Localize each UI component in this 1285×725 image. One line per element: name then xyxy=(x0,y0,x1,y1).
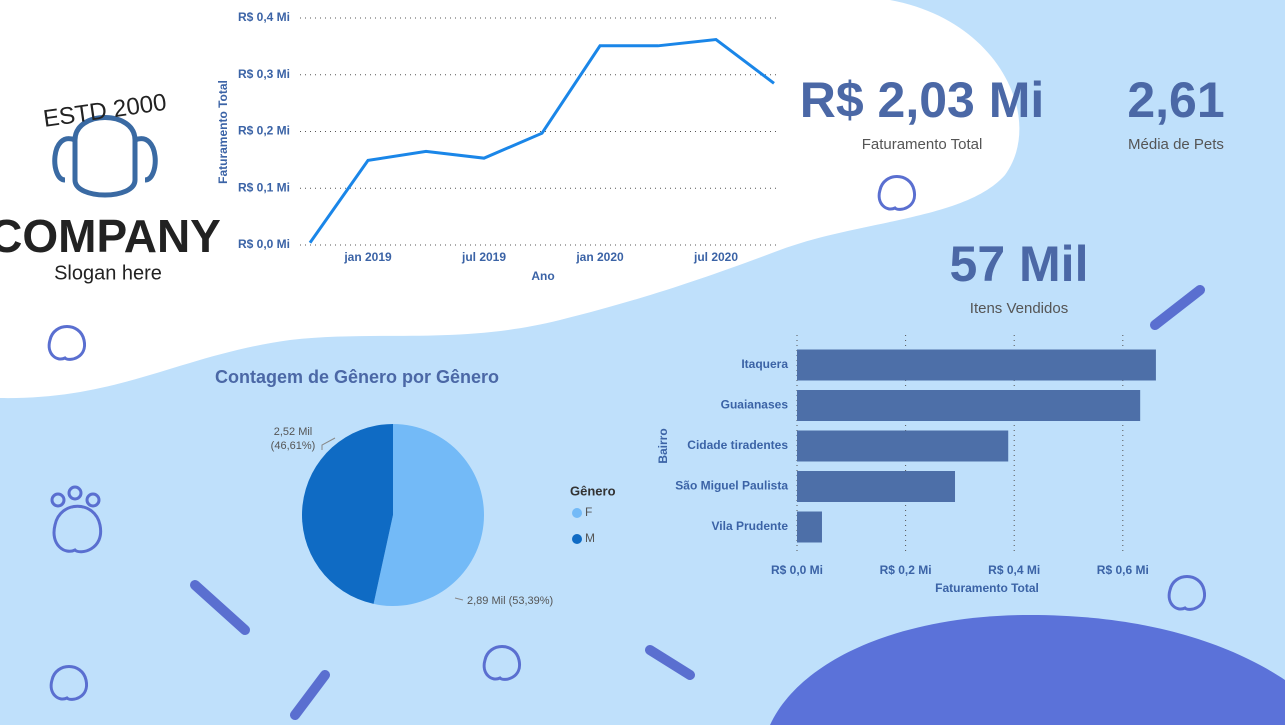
legend-swatch xyxy=(572,534,582,544)
kpi-label: Itens Vendidos xyxy=(970,300,1068,317)
leader-lines xyxy=(321,437,464,601)
decorations xyxy=(47,175,1206,720)
bar xyxy=(797,430,1009,462)
pie-slice xyxy=(302,424,393,604)
kpi-value: 57 Mil xyxy=(950,236,1089,292)
y-tick-label: R$ 0,2 Mi xyxy=(238,124,290,138)
x-tick-label: R$ 0,2 Mi xyxy=(880,563,932,577)
kpi-label: Média de Pets xyxy=(1128,136,1224,153)
purple-blob xyxy=(770,615,1285,725)
pie-slice xyxy=(373,424,484,606)
x-axis-title: Faturamento Total xyxy=(935,581,1039,595)
bar xyxy=(797,349,1156,381)
kpi-value: R$ 2,03 Mi xyxy=(800,72,1045,128)
x-tick-label: R$ 0,0 Mi xyxy=(771,563,823,577)
logo-slogan: Slogan here xyxy=(54,262,162,284)
dog-icon xyxy=(52,115,158,198)
kpi-label: Faturamento Total xyxy=(862,136,983,153)
y-tick-label: R$ 0,1 Mi xyxy=(238,180,290,194)
pie-title: Contagem de Gênero por Gênero xyxy=(215,367,499,387)
y-tick-label: Vila Prudente xyxy=(712,519,789,533)
legend-label: M xyxy=(585,531,595,545)
pie-data-label: 2,52 Mil (46,61%) xyxy=(270,426,316,452)
y-tick-label: Cidade tiradentes xyxy=(687,438,788,452)
legend-label: F xyxy=(585,505,592,519)
legend-title: Gênero xyxy=(570,483,616,498)
y-axis-title: Bairro xyxy=(656,428,670,463)
legend-swatch xyxy=(572,508,582,518)
y-tick-label: Itaquera xyxy=(741,357,788,371)
logo-company: COMPANY xyxy=(0,210,221,262)
x-tick-label: jul 2019 xyxy=(461,250,506,264)
bar xyxy=(797,511,822,543)
line-series xyxy=(308,38,775,244)
bar xyxy=(797,390,1141,421)
x-axis-title: Ano xyxy=(531,269,554,283)
y-tick-label: Guaianases xyxy=(721,398,789,412)
y-tick-label: R$ 0,4 Mi xyxy=(238,10,290,24)
x-tick-label: R$ 0,6 Mi xyxy=(1097,563,1149,577)
bar xyxy=(797,471,956,502)
x-tick-label: jan 2020 xyxy=(575,250,624,264)
y-tick-label: R$ 0,3 Mi xyxy=(238,67,290,81)
pie-data-label: 2,89 Mil (53,39%) xyxy=(467,595,554,607)
y-tick-label: R$ 0,0 Mi xyxy=(238,237,290,251)
x-tick-label: jan 2019 xyxy=(343,250,392,264)
x-tick-label: R$ 0,4 Mi xyxy=(988,563,1040,577)
white-blob xyxy=(0,0,1020,399)
y-tick-label: São Miguel Paulista xyxy=(675,479,788,493)
x-tick-label: jul 2020 xyxy=(693,250,738,264)
y-axis-title: Faturamento Total xyxy=(216,80,230,184)
kpi-value: 2,61 xyxy=(1127,72,1224,128)
